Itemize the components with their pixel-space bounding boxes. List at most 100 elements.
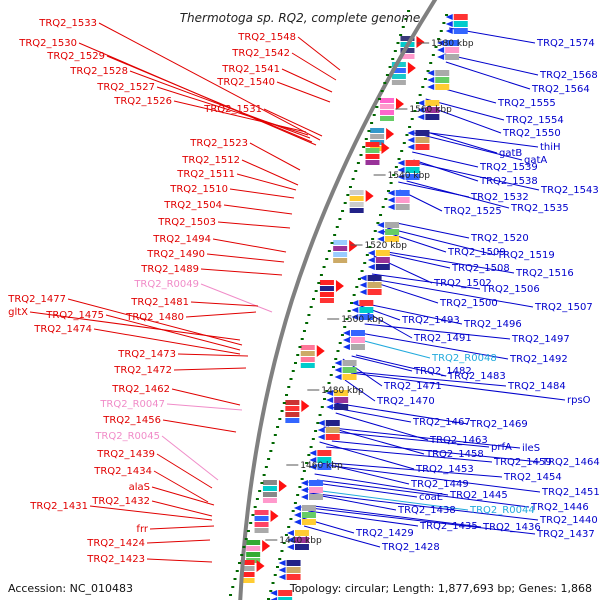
right-gene-label: TRQ2_1451 — [541, 487, 600, 498]
gene-block — [300, 357, 315, 362]
gene-block — [333, 246, 348, 251]
tick-mark — [429, 62, 433, 64]
left-gene-label: TRQ2_1527 — [96, 82, 155, 93]
left-gene-label: TRQ2_1456 — [102, 415, 161, 426]
right-gene-label: TRQ2_1453 — [415, 464, 474, 475]
left-gene-label: TRQ2_1533 — [38, 18, 97, 29]
gene-arrow-left — [407, 62, 416, 74]
right-gene-label: TRQ2_1525 — [443, 206, 502, 217]
gene-block — [300, 363, 315, 368]
left-connector-line — [93, 328, 241, 355]
tick-mark — [305, 462, 309, 464]
tick-mark — [333, 234, 337, 236]
right-connector-line — [371, 273, 481, 290]
gene-block — [342, 360, 357, 366]
tick-mark — [329, 374, 333, 376]
gene-arrow-left — [270, 510, 279, 522]
left-connector-line — [67, 298, 243, 346]
tick-mark — [229, 594, 233, 596]
gene-block — [453, 21, 468, 27]
left-connector-line — [263, 108, 323, 137]
right-gene-label: TRQ2_1555 — [497, 98, 556, 109]
right-gene-label: TRQ2_1550 — [502, 128, 561, 139]
gene-block — [435, 70, 450, 76]
tick-mark — [347, 310, 351, 312]
gene-block — [308, 494, 323, 500]
gene-arrow-right — [397, 174, 405, 180]
gene-arrow-right — [359, 289, 367, 295]
gene-block — [301, 512, 316, 518]
tick-mark — [325, 390, 329, 392]
right-gene-label: TRQ2_1507 — [534, 302, 593, 313]
gene-arrow-right — [309, 450, 317, 456]
gene-block — [445, 54, 460, 60]
gene-block — [365, 142, 380, 147]
gene-block — [300, 351, 315, 356]
tick-mark — [300, 478, 304, 480]
right-connector-line — [427, 105, 502, 134]
right-connector-line — [387, 251, 515, 274]
kbp-tick-label: 1460 kbp — [300, 461, 343, 471]
gene-arrow-right — [367, 264, 375, 270]
gene-block — [301, 505, 316, 511]
gene-block — [333, 240, 348, 245]
right-gene-label: TRQ2_1535 — [510, 203, 569, 214]
tick-mark — [327, 250, 331, 252]
gene-arrow-right — [407, 137, 415, 143]
tick-mark — [400, 150, 404, 152]
left-gene-label: TRQ2_1432 — [91, 496, 150, 507]
gene-block — [385, 236, 400, 242]
tick-mark — [383, 82, 387, 84]
tick-mark — [278, 418, 282, 420]
gene-arrow-right — [387, 204, 395, 210]
gene-block — [367, 289, 382, 295]
right-connector-line — [326, 446, 493, 463]
left-gene-label: TRQ2_1462 — [111, 384, 170, 395]
right-gene-label: thiH — [540, 142, 561, 153]
tick-mark — [246, 530, 250, 532]
right-gene-label: TRQ2_1516 — [515, 268, 574, 279]
tick-mark — [325, 258, 329, 260]
gene-block — [334, 397, 349, 403]
tick-mark — [434, 46, 438, 48]
gene-arrow-right — [317, 427, 325, 433]
gene-block — [294, 537, 309, 543]
right-gene-label: prfA — [491, 442, 512, 453]
tick-mark — [357, 278, 361, 280]
left-gene-label: TRQ2_1424 — [86, 538, 145, 549]
right-gene-label: TRQ2_1458 — [425, 449, 484, 460]
tick-mark — [392, 174, 396, 176]
gene-block — [319, 286, 334, 291]
gene-block — [325, 434, 340, 440]
gene-arrow-right — [270, 597, 278, 600]
tick-mark — [389, 182, 393, 184]
right-connector-line — [314, 473, 449, 496]
tick-mark — [386, 190, 390, 192]
gene-block — [254, 528, 269, 533]
gene-arrow-right — [286, 544, 294, 550]
gene-arrow-right — [334, 360, 342, 366]
gene-arrow-right — [342, 330, 350, 336]
gene-arrow-right — [445, 21, 453, 27]
gene-arrow-right — [437, 40, 445, 46]
tick-mark — [237, 562, 241, 564]
gene-arrow-left — [416, 36, 425, 48]
left-gene-label: TRQ2_1530 — [18, 38, 77, 49]
gene-arrow-right — [286, 530, 294, 536]
tick-mark — [302, 470, 306, 472]
tick-mark — [404, 18, 408, 20]
left-gene-label: TRQ2_1528 — [69, 66, 128, 77]
gene-block — [405, 167, 420, 173]
left-connector-line — [153, 470, 209, 503]
right-connector-line — [325, 464, 541, 493]
left-connector-line — [173, 100, 307, 133]
right-connector-line — [441, 87, 497, 104]
gene-arrow-right — [417, 107, 425, 113]
gene-arrow-right — [342, 337, 350, 343]
right-gene-label: TRQ2_1492 — [509, 354, 568, 365]
tick-mark — [269, 590, 273, 592]
right-gene-label: TRQ2_1509 — [447, 247, 506, 258]
gene-block — [278, 590, 293, 596]
gene-block — [375, 264, 390, 270]
right-gene-label: TRQ2_1554 — [505, 115, 564, 126]
